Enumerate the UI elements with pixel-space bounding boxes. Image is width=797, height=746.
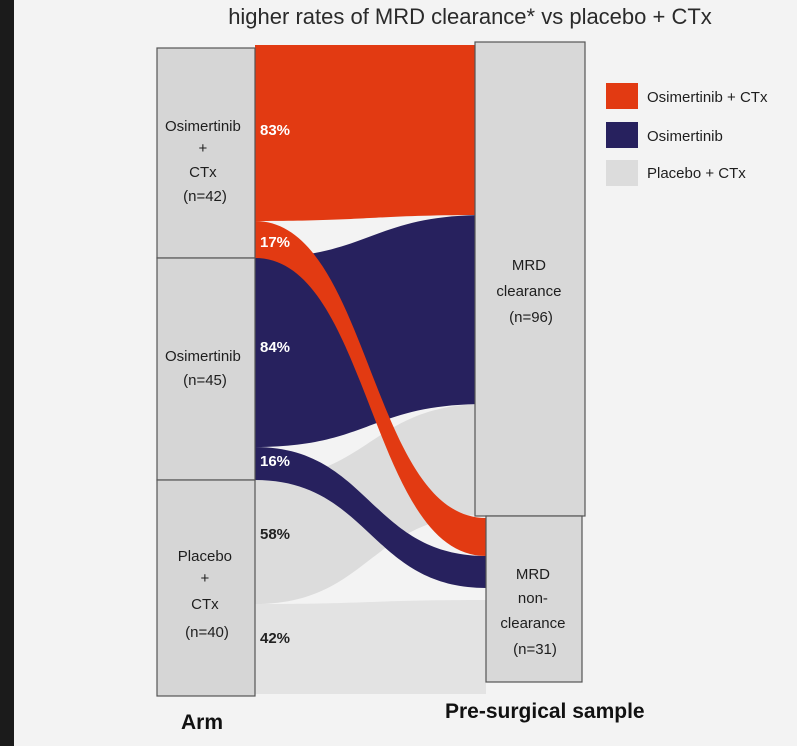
pct-osi-nonclearance: 16% [260,453,290,470]
arm-label-osimertinib: Osimertinib (n=45) [165,348,245,389]
arm-node-placebo-ctx [156,479,256,697]
outcome-line: clearance [500,615,565,632]
outcome-label-nonclearance: MRD non- clearance (n=31) [500,566,569,658]
arm-line: + [201,570,210,587]
outcome-nodes: MRD clearance (n=96) MRD non- clearance … [474,41,586,683]
legend-label-osimertinib: Osimertinib [647,128,723,145]
legend-label-placebo-ctx: Placebo + CTx [647,165,746,182]
arm-line: (n=40) [185,624,229,641]
outcome-line: clearance [496,283,561,300]
axis-label-arm: Arm [181,711,223,734]
pct-placebo-clearance: 58% [260,526,290,543]
slide-title: higher rates of MRD clearance* vs placeb… [228,4,712,29]
arm-line: (n=42) [183,188,227,205]
legend-label-osimertinib-ctx: Osimertinib + CTx [647,89,768,106]
arm-nodes: Osimertinib + CTx (n=42) Osimertinib (n=… [156,47,256,697]
pct-osictx-clearance: 83% [260,122,290,139]
outcome-line: (n=96) [509,309,553,326]
arm-line: Placebo [178,548,232,565]
outcome-label-clearance: MRD clearance (n=96) [496,257,565,326]
arm-label-osimertinib-ctx: Osimertinib + CTx (n=42) [165,118,245,205]
outcome-line: non- [518,590,548,607]
arm-line: Osimertinib [165,348,241,365]
arm-line: Osimertinib [165,118,241,135]
arm-line: CTx [191,596,219,613]
outcome-line: MRD [516,566,550,583]
legend: Osimertinib + CTx Osimertinib Placebo + … [606,83,768,186]
flows [255,45,486,694]
legend-swatch-osimertinib-ctx [606,83,638,109]
outcome-node-nonclearance [485,515,583,683]
arm-node-osimertinib [156,257,256,481]
arm-line: CTx [189,164,217,181]
flow-osictx-clearance [255,45,486,221]
outcome-line: (n=31) [513,641,557,658]
pct-placebo-nonclearance: 42% [260,630,290,647]
arm-line: (n=45) [183,372,227,389]
legend-swatch-placebo-ctx [606,160,638,186]
pct-osictx-nonclearance: 17% [260,234,290,251]
axis-label-presurgical: Pre-surgical sample [445,700,645,723]
outcome-line: MRD [512,257,546,274]
flow-osictx-nonclearance [255,221,486,556]
arm-label-placebo-ctx: Placebo + CTx (n=40) [178,548,236,641]
arm-line: + [199,140,208,157]
percent-labels: 83% 17% 84% 16% 58% 42% [260,122,290,647]
outcome-node-clearance [474,41,586,517]
flow-osi-nonclearance [255,447,486,588]
flow-placebo-nonclearance [255,600,486,694]
legend-swatch-osimertinib [606,122,638,148]
pct-osi-clearance: 84% [260,339,290,356]
